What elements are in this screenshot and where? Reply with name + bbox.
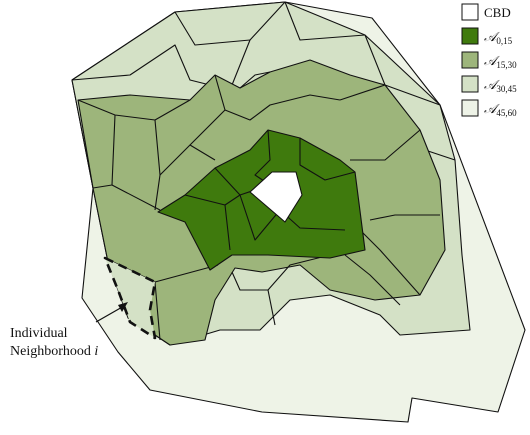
a0-divider	[239, 194, 281, 241]
a15-divider	[239, 71, 271, 89]
individual-neighborhood-outline	[103, 256, 157, 340]
legend-label-cbd: CBD	[484, 5, 511, 20]
legend-swatch-a15	[461, 51, 479, 69]
legend-label-a0: 𝒜0,15	[484, 29, 513, 46]
legend-label-a15: 𝒜15,30	[484, 53, 517, 70]
a15-divider	[350, 129, 421, 161]
callout-line-1: Individual	[10, 326, 68, 341]
a15-divider	[359, 229, 421, 296]
legend: CBD 𝒜0,15 𝒜15,30 𝒜30,45 𝒜45,60	[461, 3, 517, 118]
a15-divider	[154, 281, 161, 341]
a15-divider	[214, 74, 226, 111]
legend-label-a45: 𝒜45,60	[484, 101, 517, 118]
a15-divider	[344, 254, 401, 306]
legend-label-a30: 𝒜30,45	[484, 77, 517, 94]
a15-divider	[369, 214, 440, 221]
a15-divider	[154, 264, 219, 283]
callout-arrow-line	[95, 305, 125, 323]
a0-divider	[299, 138, 356, 181]
a15-divider	[339, 84, 386, 101]
legend-swatch-a45	[461, 99, 479, 117]
callout-arrowhead	[118, 302, 128, 312]
legend-swatch-cbd	[461, 3, 479, 21]
a0-divider	[224, 204, 231, 251]
a15-divider	[267, 254, 331, 291]
a30-divider	[174, 11, 251, 46]
a15-divider	[231, 271, 276, 326]
legend-swatch-a30	[461, 75, 479, 93]
legend-swatch-a0	[461, 27, 479, 45]
a15-divider	[77, 99, 191, 121]
callout-line-2: Neighborhood i	[10, 344, 98, 359]
a15-divider	[111, 184, 161, 211]
region-cbd	[249, 171, 303, 223]
a30-divider	[284, 1, 366, 41]
a15-divider	[189, 94, 341, 146]
